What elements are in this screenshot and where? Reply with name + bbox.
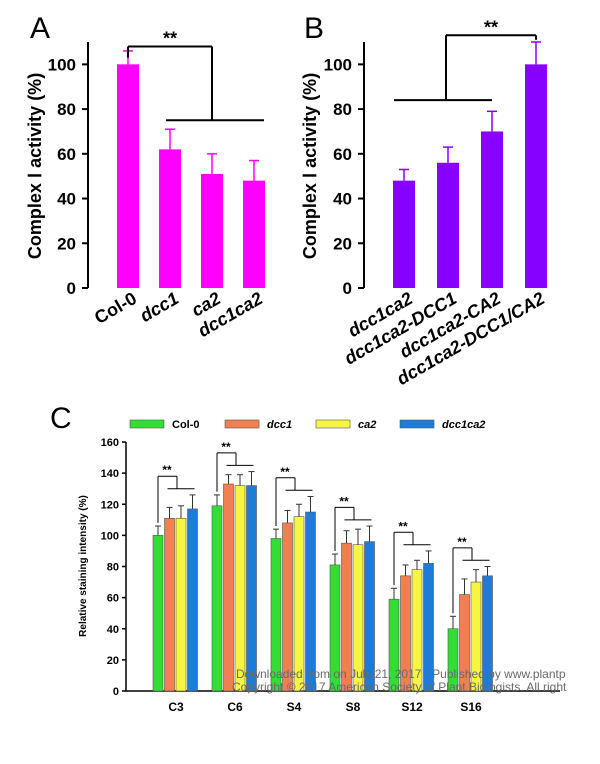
panel-c-category-label: S8 — [346, 700, 361, 714]
panel-c-y-tick-label: 60 — [107, 593, 119, 605]
chart-panel-b: Complex Ⅰ activity (%) 020406080100dcc1c… — [300, 17, 548, 389]
panel-a-y-tick-label: 40 — [57, 190, 76, 209]
panel-a-bar — [243, 180, 265, 288]
panel-letter-a: A — [30, 12, 50, 45]
panel-c-y-tick-label: 160 — [101, 437, 119, 449]
panel-a-y-tick-label: 100 — [48, 55, 76, 74]
panel-c-bar — [152, 535, 164, 692]
panel-c-bar — [175, 517, 187, 692]
panel-a-y-tick-label: 0 — [67, 279, 76, 298]
panel-c-bar — [164, 517, 175, 692]
panel-letter-c: C — [50, 402, 72, 435]
panel-b-bar — [437, 162, 459, 288]
panel-c-y-tick-label: 80 — [107, 562, 119, 574]
panel-c-legend-swatch — [129, 419, 165, 429]
panel-a-y-tick-label: 20 — [57, 234, 76, 253]
panel-c-bar — [246, 485, 257, 692]
panel-b-y-tick-label: 100 — [324, 55, 352, 74]
panel-b-y-tick-label: 20 — [333, 234, 352, 253]
panel-c-significance: ** — [398, 519, 408, 533]
watermark-line-1: Downloaded from on July 21, 2017 - Publi… — [236, 667, 566, 681]
panel-c-bar — [305, 511, 316, 692]
panel-a-category-label: dcc1 — [136, 288, 182, 326]
panel-c-y-tick-label: 20 — [107, 655, 119, 667]
panel-b-bar — [525, 64, 547, 288]
panel-a-category-label: Col-0 — [91, 288, 140, 328]
panel-a-bar — [117, 64, 139, 288]
panel-c-legend-swatch — [315, 419, 351, 429]
panel-c-y-tick-label: 140 — [101, 468, 119, 480]
panel-c-category-label: S4 — [287, 700, 302, 714]
panel-c-ylabel: Relative staining intensity (%) — [78, 495, 89, 637]
panel-a-bar — [159, 149, 181, 288]
panel-c-category-label: S12 — [401, 700, 423, 714]
panel-c-category-label: C6 — [227, 700, 243, 714]
panel-b-significance: ** — [484, 17, 498, 37]
panel-c-bar — [234, 485, 246, 692]
panel-c-bar — [223, 483, 234, 692]
panel-c-bar — [211, 505, 223, 692]
panel-b-y-tick-label: 40 — [333, 190, 352, 209]
panel-c-category-label: C3 — [168, 700, 184, 714]
panel-c-significance: ** — [221, 440, 231, 454]
panel-c-significance: ** — [457, 535, 467, 549]
panel-a-significance: ** — [163, 28, 177, 48]
panel-c-legend-label: ca2 — [358, 419, 376, 431]
panel-c-legend: Col-0 dcc1 ca2 dcc1ca2 — [129, 419, 485, 431]
panel-b-y-tick-label: 80 — [333, 100, 352, 119]
panel-b-y-tick-label: 60 — [333, 145, 352, 164]
chart-panel-c: Relative staining intensity (%) Col-0 dcc… — [78, 419, 560, 714]
panel-c-legend-label: dcc1ca2 — [442, 419, 485, 431]
panel-c-legend-swatch — [399, 419, 435, 429]
panel-c-legend-label: dcc1 — [267, 419, 292, 431]
panel-a-y-tick-label: 60 — [57, 145, 76, 164]
panel-c-legend-label: Col-0 — [172, 419, 200, 431]
panel-c-bar — [187, 508, 198, 692]
panel-b-bar — [393, 180, 415, 288]
panel-b-ylabel: Complex Ⅰ activity (%) — [300, 73, 320, 259]
panel-c-y-tick-label: 0 — [113, 686, 119, 698]
chart-panel-a: Complex Ⅰ activity (%) 0 20 40 60 80 100 Col-0… — [25, 28, 266, 341]
panel-c-significance: ** — [162, 463, 172, 477]
panel-c-bar — [293, 516, 305, 692]
panel-letter-b: B — [304, 12, 324, 45]
panel-c-bar — [282, 522, 293, 692]
panel-c-y-tick-label: 120 — [101, 499, 119, 511]
panel-c-category-label: S16 — [460, 700, 482, 714]
panel-a-bar — [201, 173, 223, 288]
panel-c-significance: ** — [339, 494, 349, 508]
panel-a-ylabel: Complex Ⅰ activity (%) — [25, 73, 45, 259]
panel-c-y-tick-label: 40 — [107, 624, 119, 636]
panel-a-y-tick-label: 80 — [57, 100, 76, 119]
panel-c-y-tick-label: 100 — [101, 530, 119, 542]
panel-c-significance: ** — [280, 465, 290, 479]
panel-c-legend-swatch — [224, 419, 260, 429]
watermark-line-2: Copyright © 2017 American Society of Pla… — [232, 680, 567, 694]
panel-b-bar — [481, 131, 503, 288]
panel-b-y-tick-label: 0 — [343, 279, 352, 298]
